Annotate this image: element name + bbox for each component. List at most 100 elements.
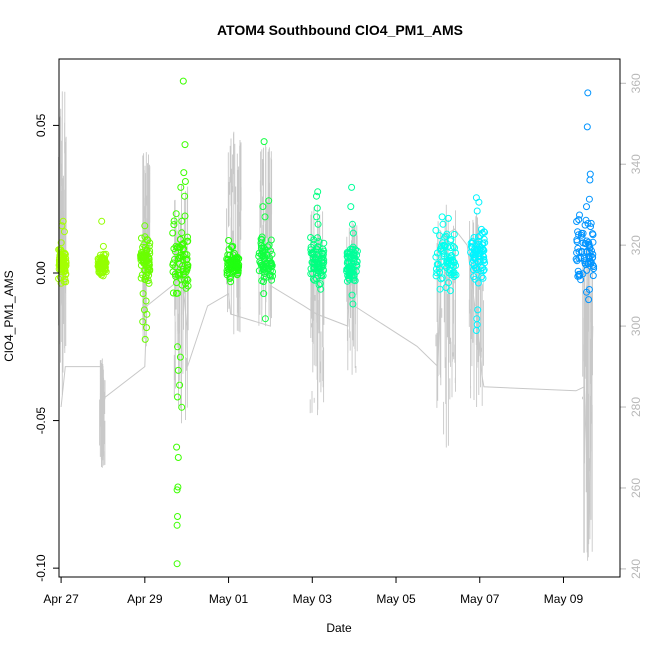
data-point bbox=[259, 249, 267, 257]
data-point bbox=[255, 267, 263, 275]
data-point bbox=[576, 211, 583, 219]
y-tick-label: -0.10 bbox=[34, 554, 48, 582]
data-point bbox=[312, 248, 320, 256]
data-point bbox=[447, 244, 455, 252]
data-point bbox=[308, 258, 316, 266]
y-tick-label: 0.00 bbox=[34, 261, 48, 285]
data-point bbox=[479, 274, 487, 282]
data-point bbox=[349, 245, 357, 253]
data-point bbox=[260, 290, 268, 298]
data-point bbox=[352, 246, 359, 254]
data-point bbox=[447, 236, 455, 243]
data-point bbox=[169, 289, 177, 297]
data-point bbox=[314, 188, 322, 196]
data-point bbox=[319, 262, 327, 270]
data-point bbox=[98, 217, 106, 225]
data-point bbox=[229, 242, 237, 250]
data-point bbox=[470, 253, 478, 261]
altitude-spike-4 bbox=[226, 131, 242, 335]
data-point bbox=[474, 306, 482, 314]
data-point bbox=[480, 228, 488, 236]
data-point bbox=[473, 207, 481, 215]
y2-tick-label: 360 bbox=[629, 73, 643, 93]
y2-tick-label: 320 bbox=[629, 235, 643, 255]
x-tick-label: Apr 29 bbox=[127, 592, 163, 606]
data-point bbox=[467, 239, 475, 247]
data-point bbox=[262, 273, 270, 281]
data-point bbox=[141, 276, 149, 283]
data-point bbox=[268, 262, 276, 270]
data-point bbox=[307, 270, 315, 278]
data-point bbox=[443, 230, 451, 238]
data-point bbox=[589, 272, 597, 280]
data-point bbox=[178, 229, 186, 237]
data-point bbox=[145, 242, 153, 250]
data-point bbox=[437, 245, 445, 253]
data-point bbox=[172, 289, 180, 297]
data-point bbox=[181, 178, 189, 185]
data-point bbox=[345, 267, 353, 275]
data-point bbox=[62, 271, 70, 278]
data-point bbox=[313, 192, 320, 200]
data-point bbox=[61, 268, 69, 275]
data-point bbox=[432, 226, 440, 234]
data-point bbox=[450, 230, 458, 238]
data-point bbox=[232, 254, 240, 262]
data-point bbox=[94, 255, 102, 263]
data-point bbox=[257, 235, 265, 243]
data-point bbox=[481, 228, 489, 236]
series-apr-29 bbox=[137, 222, 154, 343]
data-point bbox=[184, 233, 191, 241]
data-point bbox=[172, 248, 179, 256]
data-point bbox=[139, 318, 147, 326]
x-tick-label: May 05 bbox=[376, 592, 416, 606]
data-point bbox=[183, 266, 191, 274]
chart-title: ATOM4 Southbound ClO4_PM1_AMS bbox=[217, 22, 463, 38]
data-point bbox=[445, 279, 452, 287]
series-apr-28 bbox=[94, 217, 110, 280]
data-point bbox=[62, 278, 70, 286]
data-point bbox=[225, 237, 233, 244]
data-point bbox=[450, 273, 458, 280]
data-point bbox=[583, 288, 590, 296]
data-point bbox=[265, 197, 273, 205]
data-point bbox=[173, 443, 181, 451]
data-point bbox=[174, 454, 182, 461]
series-may-02 bbox=[255, 138, 276, 323]
data-point bbox=[59, 217, 67, 225]
data-point bbox=[169, 268, 177, 276]
data-point bbox=[57, 279, 65, 287]
data-point bbox=[313, 213, 320, 221]
data-point bbox=[101, 259, 109, 266]
data-point bbox=[578, 234, 586, 241]
data-point bbox=[177, 183, 185, 191]
data-point bbox=[574, 228, 582, 236]
data-point bbox=[141, 243, 149, 251]
data-point bbox=[472, 264, 479, 272]
series-may-06 bbox=[432, 213, 460, 295]
data-point bbox=[585, 296, 593, 304]
x-tick-label: May 03 bbox=[293, 592, 333, 606]
data-point bbox=[440, 252, 448, 260]
data-point bbox=[573, 238, 581, 245]
data-point bbox=[61, 275, 69, 283]
data-point bbox=[474, 258, 482, 266]
data-point bbox=[479, 239, 487, 247]
data-point bbox=[311, 258, 319, 266]
data-point bbox=[181, 141, 189, 149]
data-point bbox=[432, 265, 440, 273]
data-point bbox=[141, 335, 149, 343]
data-point bbox=[437, 275, 445, 283]
data-point bbox=[584, 89, 592, 97]
data-point bbox=[224, 251, 232, 259]
data-point bbox=[145, 279, 153, 287]
data-point bbox=[184, 237, 192, 245]
data-point bbox=[468, 243, 476, 251]
data-point bbox=[174, 513, 181, 520]
data-point bbox=[311, 276, 319, 284]
data-point bbox=[99, 242, 107, 250]
data-point bbox=[138, 251, 146, 258]
data-point bbox=[144, 253, 152, 261]
data-point bbox=[142, 297, 150, 305]
data-point bbox=[233, 258, 241, 266]
